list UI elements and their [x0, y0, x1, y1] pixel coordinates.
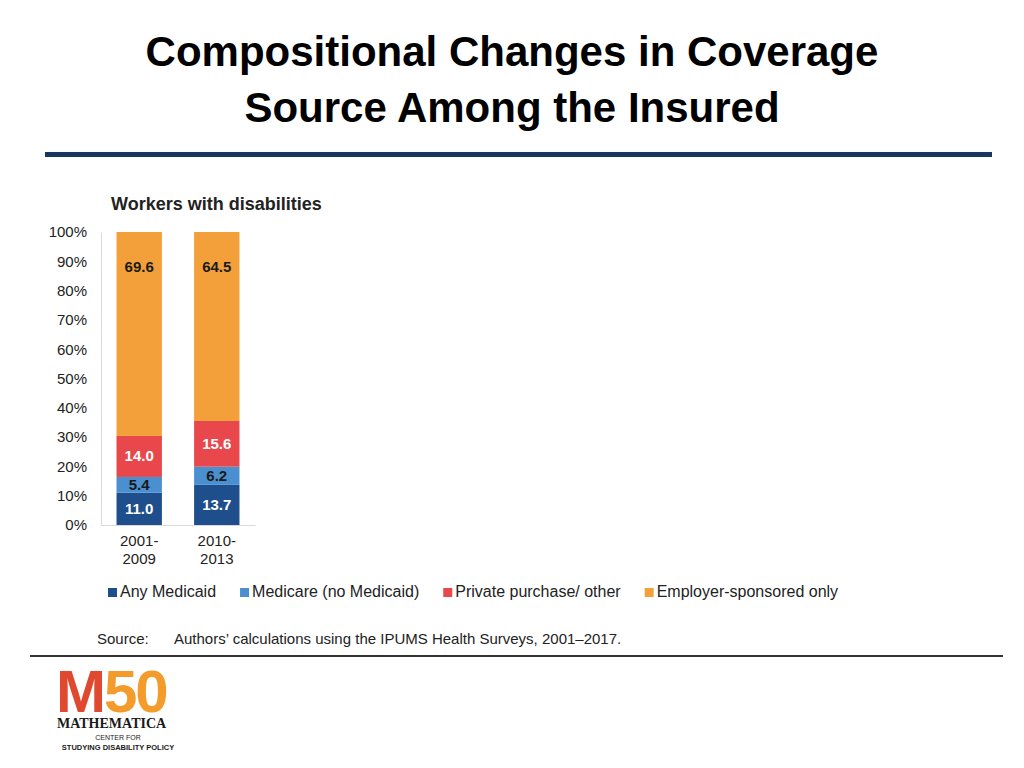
bars	[117, 232, 240, 525]
legend-swatch	[108, 588, 117, 597]
title: Compositional Changes in CoverageSource …	[146, 28, 879, 131]
y-tick: 20%	[57, 458, 101, 475]
x-tick-label: 2010-2013	[198, 532, 236, 567]
legend-label: Any Medicaid	[120, 583, 216, 600]
y-tick: 90%	[57, 253, 101, 270]
y-tick: 60%	[57, 341, 101, 358]
bar-segment	[194, 485, 239, 525]
logo-line2: STUDYING DISABILITY POLICY	[62, 743, 174, 752]
logo-line1: CENTER FOR	[95, 734, 141, 741]
data-label: 13.7	[202, 496, 231, 513]
legend-item: Employer-sponsored only	[645, 583, 838, 600]
data-label: 6.2	[206, 467, 227, 484]
y-tick-label: 80%	[57, 282, 87, 299]
series-bars	[117, 232, 240, 436]
legend-item: Any Medicaid	[108, 583, 216, 600]
y-tick-label: 50%	[57, 370, 87, 387]
data-labels: 11.0 13.7 5.4 6.2 14.0 15.6 69.6 64.5	[125, 258, 232, 517]
legend-label: Private purchase/ other	[455, 583, 621, 600]
logo-name: MATHEMATICA	[57, 716, 167, 731]
legend-item: Private purchase/ other	[443, 583, 621, 600]
y-axis: 0% 10% 20% 30% 40% 50% 60% 70% 80% 90% 100%	[49, 223, 102, 533]
y-tick-label: 100%	[49, 223, 87, 240]
y-tick-label: 40%	[57, 399, 87, 416]
y-tick: 10%	[57, 487, 101, 504]
y-tick: 40%	[57, 399, 101, 416]
y-tick: 30%	[57, 428, 101, 445]
legend-swatch	[645, 588, 654, 597]
y-tick: 80%	[57, 282, 101, 299]
bar-segment	[194, 467, 239, 485]
y-axis-line	[101, 233, 102, 526]
legend-swatch	[443, 588, 452, 597]
y-tick-label: 90%	[57, 253, 87, 270]
logo-mark: M50	[56, 658, 167, 725]
legend-item: Medicare (no Medicaid)	[240, 583, 419, 600]
data-label: 69.6	[125, 258, 154, 275]
y-tick: 100%	[49, 223, 101, 240]
y-tick-label: 20%	[57, 458, 87, 475]
data-label: 5.4	[129, 476, 151, 493]
data-label: 15.6	[202, 435, 231, 452]
y-tick-label: 0%	[65, 516, 87, 533]
x-tick-label: 2001-2009	[120, 532, 158, 567]
bar-segment	[194, 421, 239, 467]
y-tick-label: 30%	[57, 428, 87, 445]
data-label: 11.0	[125, 500, 153, 517]
x-axis: 2001-2009 2010-2013	[102, 525, 256, 567]
logo-m: M	[56, 658, 104, 725]
subtitle: Workers with disabilities	[111, 194, 322, 214]
legend-label: Medicare (no Medicaid)	[252, 583, 419, 600]
bar-segment	[117, 493, 162, 525]
y-tick: 0%	[65, 516, 101, 533]
legend: Any Medicaid Medicare (no Medicaid) Privat…	[108, 583, 838, 600]
logo-50: 50	[104, 658, 167, 725]
y-tick-label: 70%	[57, 311, 87, 328]
y-tick: 50%	[57, 370, 101, 387]
bar-segment	[117, 232, 162, 436]
legend-swatch	[240, 588, 249, 597]
title-rule	[45, 152, 992, 157]
x-tick: 2010-2013	[198, 525, 236, 567]
bar-segment	[194, 232, 239, 421]
y-tick: 70%	[57, 311, 101, 328]
data-label: 64.5	[202, 258, 231, 275]
source-label: Source:	[97, 630, 149, 647]
footer-rule	[30, 655, 1003, 657]
chart-canvas: Compositional Changes in CoverageSource …	[0, 0, 1024, 768]
source-text: Authors’ calculations using the IPUMS He…	[174, 630, 621, 647]
y-tick-label: 60%	[57, 341, 87, 358]
logo: M50MATHEMATICA CENTER FOR STUDYING DISABIL…	[56, 658, 174, 752]
data-label: 14.0	[125, 447, 154, 464]
legend-label: Employer-sponsored only	[657, 583, 838, 600]
y-tick-label: 10%	[57, 487, 87, 504]
x-axis-line	[102, 525, 256, 526]
bar-segment	[117, 436, 162, 477]
x-tick: 2001-2009	[120, 525, 158, 567]
